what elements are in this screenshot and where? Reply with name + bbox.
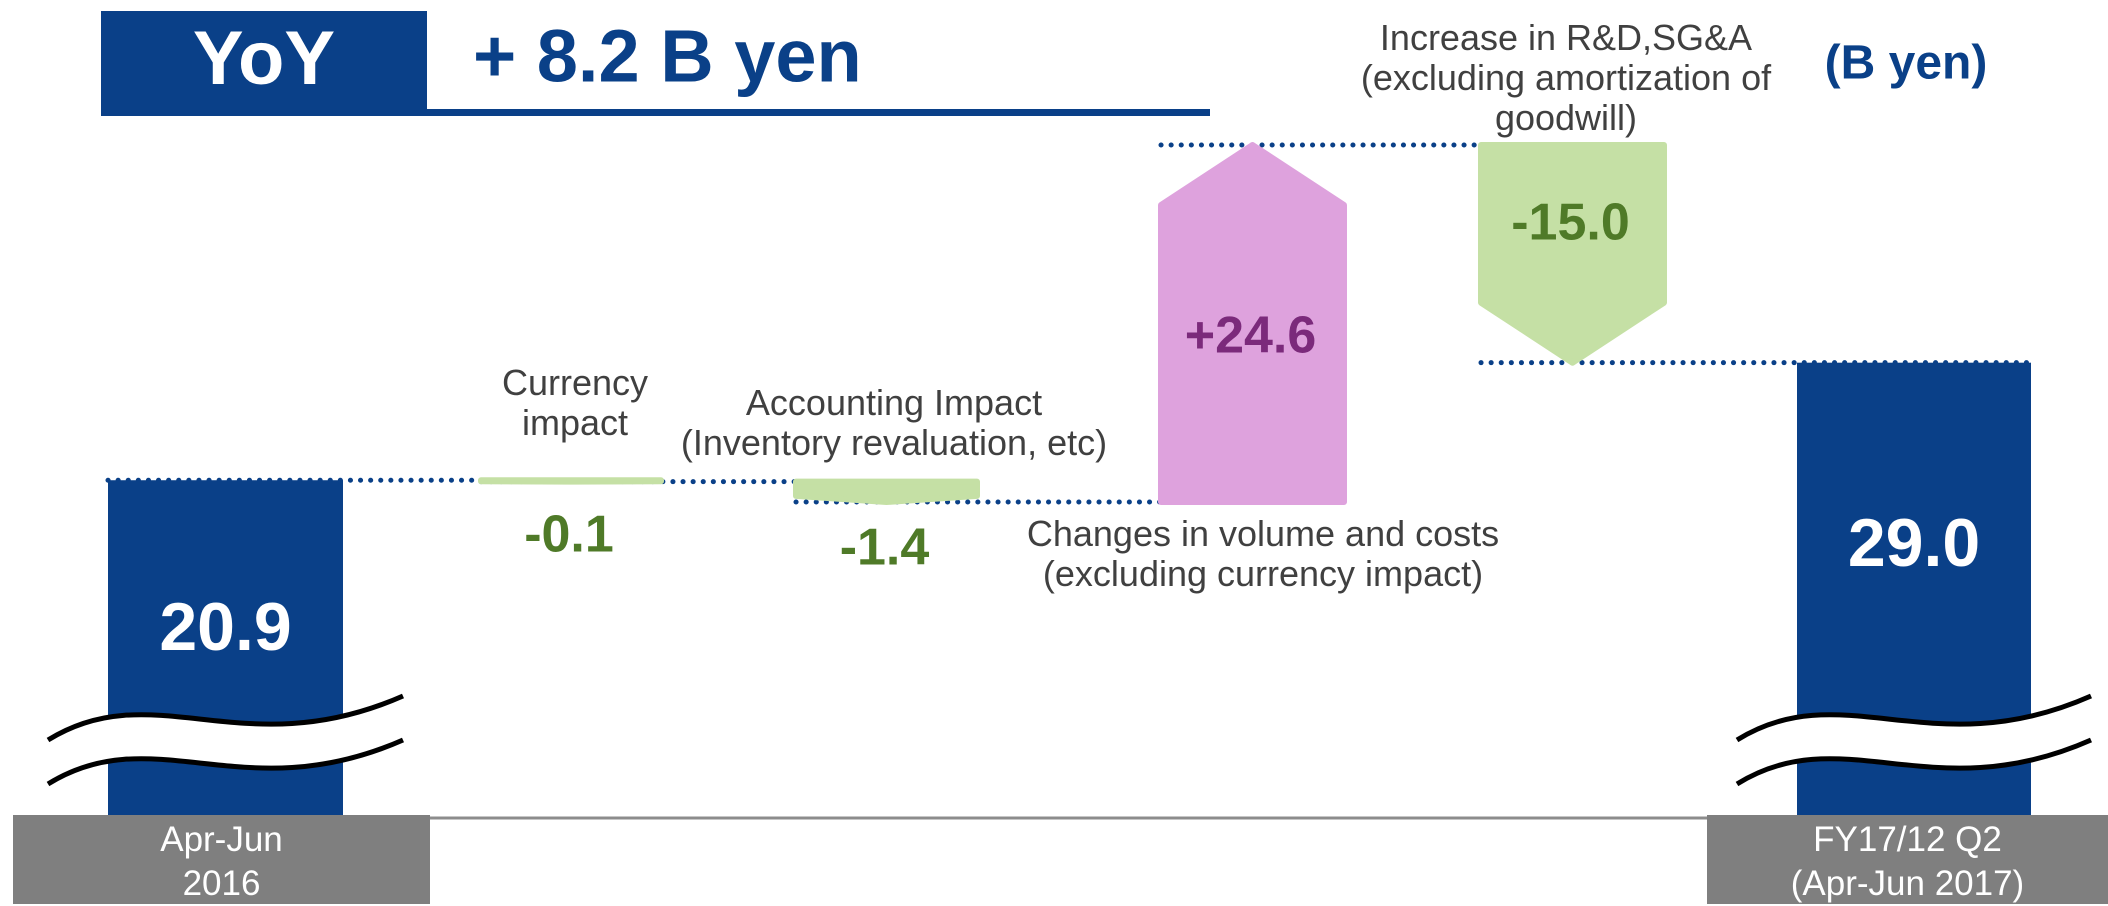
- unit-label: (B yen): [1825, 37, 1988, 90]
- chart-title: YoY: [193, 16, 335, 101]
- axis-break-line: [46, 693, 405, 743]
- axis-break-line: [1735, 737, 2093, 787]
- category-box: [1707, 815, 2108, 904]
- decrease-arrow: [793, 478, 980, 505]
- category-label: Accounting Impact (Inventory revaluation…: [680, 382, 1108, 463]
- axis-break-line: [1735, 693, 2093, 743]
- category-label: Changes in volume and costs (excluding c…: [1026, 513, 1500, 594]
- value-label: -0.1: [524, 506, 614, 564]
- value-label: 29.0: [1848, 505, 1980, 581]
- increase-arrow: [1158, 142, 1347, 505]
- decrease-arrow: [1478, 142, 1667, 366]
- value-label: +24.6: [1185, 307, 1317, 365]
- category-label: Currency impact: [501, 362, 649, 443]
- value-label: -15.0: [1511, 194, 1630, 252]
- axis-break-line: [46, 737, 405, 787]
- decrease-arrow: [478, 477, 664, 485]
- category-label: FY17/12 Q2 (Apr-Jun 2017): [1790, 820, 2025, 903]
- category-label: Increase in R&D,SG&A (excluding amortiza…: [1360, 17, 1772, 138]
- chart-subtitle: + 8.2 B yen: [473, 15, 862, 98]
- axis-break: [1737, 696, 2091, 784]
- category-box: [13, 815, 430, 904]
- axis-break: [48, 696, 403, 784]
- title-box: [101, 11, 427, 116]
- value-label: 20.9: [159, 589, 291, 665]
- value-label: -1.4: [840, 519, 930, 577]
- category-label: Apr-Jun 2016: [160, 820, 283, 903]
- title-underline: [427, 109, 1210, 116]
